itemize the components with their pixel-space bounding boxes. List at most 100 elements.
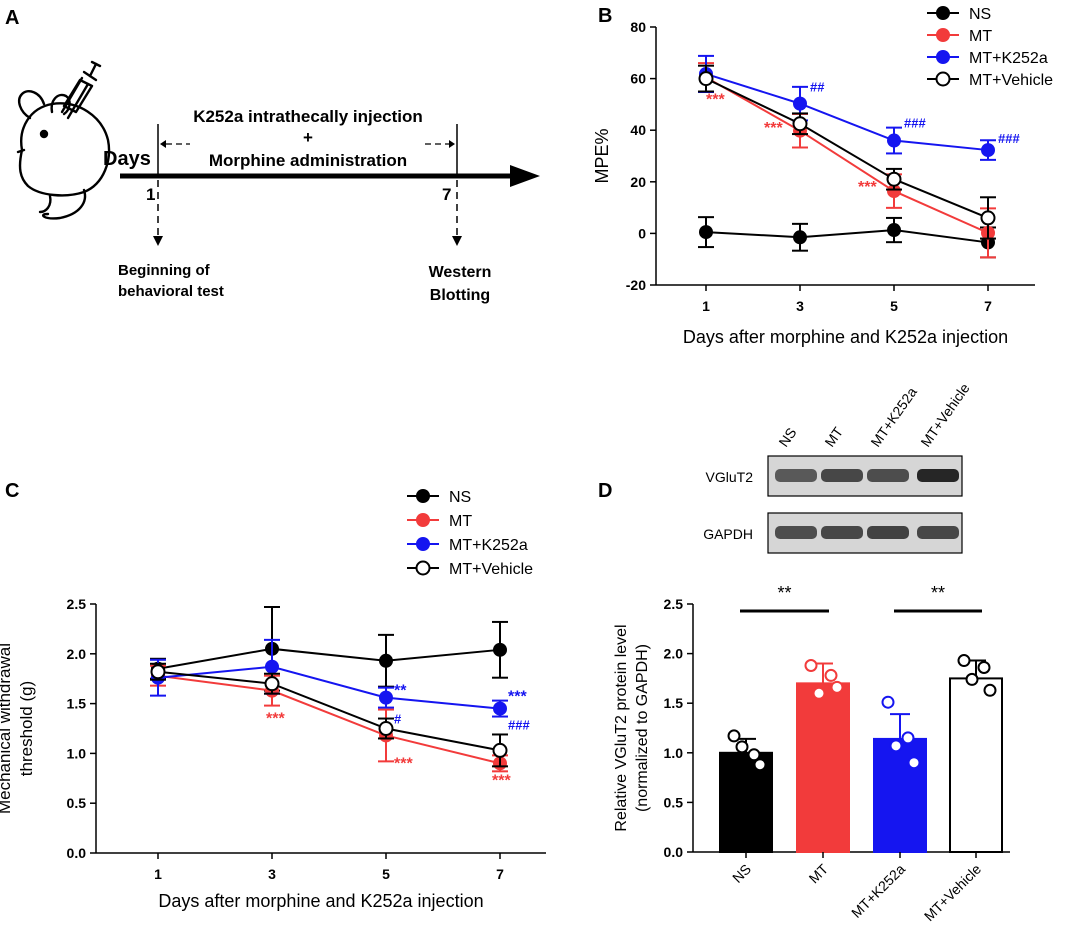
y-tick-label: 0.0: [664, 844, 684, 860]
series-line: [705, 76, 989, 234]
series-line: [705, 77, 989, 219]
series-line: [157, 665, 501, 710]
significance-marker: ###: [508, 717, 530, 732]
data-point: [379, 653, 393, 668]
series-ns: [698, 216, 996, 259]
y-tick-label: 1.5: [664, 695, 684, 711]
x-tick-label: 7: [984, 298, 992, 314]
series-line: [705, 229, 989, 244]
y-tick-label: 0.0: [67, 845, 87, 861]
legend-marker: [936, 6, 950, 20]
start-down-arrow: [153, 236, 163, 246]
individual-point: [747, 748, 761, 762]
series-mt-k252a: [698, 54, 996, 161]
blot-band: [867, 526, 909, 539]
significance-marker: ***: [858, 179, 877, 196]
y-tick-label: 1.5: [67, 696, 87, 712]
data-point: [887, 184, 901, 199]
bracket-right-head: [449, 140, 455, 148]
series-mt-vehicle: [150, 662, 508, 768]
blot-lane-label: MT+Vehicle: [917, 380, 972, 450]
legend-label: MT+K252a: [969, 50, 1048, 67]
blot-band: [821, 469, 863, 482]
individual-point: [901, 731, 915, 745]
y-axis-label-line1: Relative VGluT2 protein level: [613, 624, 630, 831]
series-mt: [698, 62, 996, 259]
x-tick-label: 5: [890, 298, 898, 314]
individual-point: [735, 740, 749, 754]
significance-marker: ***: [266, 711, 285, 728]
data-point: [265, 659, 279, 674]
individual-point: [889, 739, 903, 753]
data-point: [793, 96, 807, 111]
legend-label: NS: [449, 489, 471, 506]
timeline-arrow-head: [510, 165, 540, 187]
y-tick-label: 2.5: [664, 596, 684, 612]
data-point: [264, 676, 280, 692]
y-axis-label-line2: threshold (g): [17, 681, 36, 776]
significance-marker: ###: [998, 131, 1020, 146]
x-axis-label: Days after morphine and K252a injection: [683, 327, 1008, 347]
legend-marker: [935, 71, 951, 87]
significance-marker: #: [394, 712, 402, 727]
legend-label: MT+Vehicle: [969, 72, 1053, 89]
panel-b: B -20 0 20 40 60 80 1 3 5 7 Days after morphine an…: [592, 5, 1053, 347]
data-point: [493, 701, 507, 716]
significance-marker: ***: [394, 755, 413, 772]
series-line: [157, 670, 501, 752]
x-tick-label: 3: [268, 866, 276, 882]
data-point: [379, 690, 393, 705]
y-tick-label: 2.5: [67, 596, 87, 612]
individual-point: [983, 683, 997, 697]
individual-point: [812, 686, 826, 700]
series-mt-vehicle: [698, 64, 996, 240]
x-axis-label: Days after morphine and K252a injection: [158, 891, 483, 911]
panel-a: A Days K252a intrathecally injection + M…: [5, 7, 540, 304]
end-label-line1: Western: [429, 264, 492, 281]
significance-marker: **: [394, 683, 407, 700]
x-tick-label: 3: [796, 298, 804, 314]
significance-marker: **: [777, 583, 791, 603]
y-axis-label: MPE%: [592, 128, 612, 183]
series-line: [157, 674, 501, 765]
y-tick-label: 60: [630, 71, 646, 87]
treatment-line2: Morphine administration: [209, 151, 407, 170]
y-tick-label: 0.5: [67, 795, 87, 811]
mouse-with-syringe-icon: [16, 60, 111, 220]
blot-lane-label: MT: [821, 424, 846, 450]
treatment-plus: +: [303, 128, 313, 147]
start-label-line1: Beginning of: [118, 262, 211, 279]
x-tick-label: MT+Vehicle: [921, 861, 984, 924]
start-label-line2: behavioral test: [118, 283, 224, 300]
individual-point: [804, 659, 818, 673]
blot-band: [917, 469, 959, 482]
significance-marker: **: [931, 583, 945, 603]
bar: [873, 737, 927, 853]
y-tick-label: 80: [630, 19, 646, 35]
panel-label-b: B: [598, 5, 612, 27]
panel-label-d: D: [598, 480, 612, 502]
legend-label: NS: [969, 6, 991, 23]
individual-point: [965, 672, 979, 686]
blot-band: [821, 526, 863, 539]
legend-label: MT: [449, 513, 472, 530]
x-tick-label: 1: [154, 866, 162, 882]
x-tick-label: NS: [729, 861, 754, 886]
x-tick-label: MT+K252a: [848, 861, 908, 921]
days-label: Days: [103, 148, 151, 170]
bar: [796, 682, 850, 853]
bar: [949, 677, 1003, 854]
x-tick-label: MT: [806, 860, 832, 886]
legend-marker: [415, 560, 431, 576]
legend-marker: [416, 489, 430, 503]
x-tick-label: 1: [702, 298, 710, 314]
significance-marker: ***: [492, 772, 511, 789]
individual-point: [957, 654, 971, 668]
data-point: [699, 225, 713, 240]
data-point: [981, 143, 995, 158]
bracket-left-head: [160, 140, 166, 148]
significance-marker: ***: [706, 91, 725, 108]
data-point: [980, 210, 996, 226]
